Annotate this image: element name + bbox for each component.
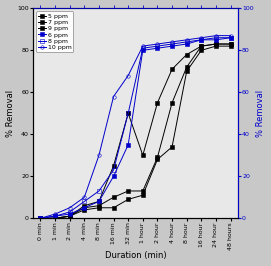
Y-axis label: % Removal: % Removal — [256, 90, 265, 137]
Y-axis label: % Removal: % Removal — [6, 90, 15, 137]
X-axis label: Duration (min): Duration (min) — [105, 251, 166, 260]
Legend: 5 ppm, 7 ppm, 9 ppm, 6 ppm, 8 ppm, 10 ppm: 5 ppm, 7 ppm, 9 ppm, 6 ppm, 8 ppm, 10 pp… — [36, 11, 73, 52]
